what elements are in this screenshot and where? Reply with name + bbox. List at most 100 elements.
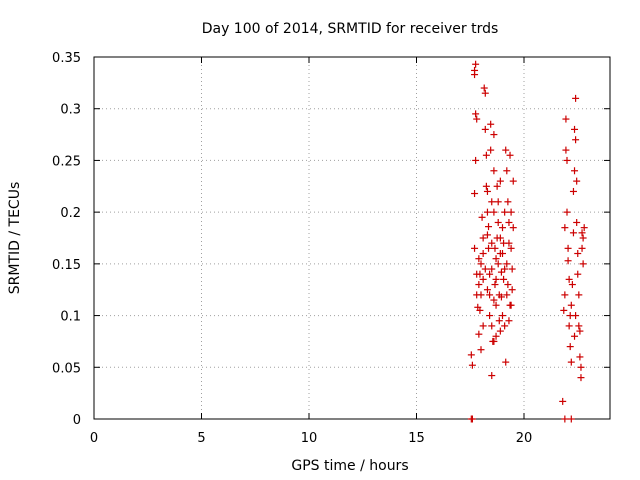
scatter-point (499, 224, 506, 232)
scatter-point (561, 415, 569, 423)
scatter-point (477, 291, 485, 299)
scatter-point (580, 224, 588, 232)
scatter-point (488, 372, 496, 380)
scatter-point (577, 363, 585, 371)
y-tick-label: 0.3 (60, 103, 81, 118)
y-tick-label: 0.25 (52, 154, 81, 169)
scatter-point (563, 156, 571, 164)
scatter-point (492, 301, 500, 309)
scatter-point (571, 125, 579, 133)
scatter-point (559, 397, 567, 405)
scatter-point (488, 239, 496, 247)
scatter-point (486, 270, 494, 278)
scatter-point (496, 234, 504, 242)
scatter-point (491, 281, 499, 289)
scatter-point (503, 260, 511, 268)
scatter-point (571, 332, 579, 340)
scatter-point (475, 330, 483, 338)
scatter-point (566, 343, 574, 351)
scatter-point (490, 131, 498, 139)
scatter-point (569, 187, 577, 195)
scatter-point (468, 361, 476, 369)
scatter-point (565, 275, 573, 283)
scatter-point (572, 312, 580, 320)
scatter-point (479, 322, 487, 330)
scatter-point (497, 293, 505, 301)
scatter-point (579, 260, 587, 268)
scatter-point (509, 224, 517, 232)
scatter-point (560, 306, 568, 314)
scatter-point (567, 301, 575, 309)
scatter-point (487, 146, 495, 154)
scatter-point (495, 317, 503, 325)
scatter-point (472, 110, 480, 118)
scatter-point (501, 208, 509, 216)
scatter-point (509, 177, 517, 185)
scatter-point (475, 255, 483, 263)
scatter-point (507, 244, 515, 252)
scatter-point (506, 151, 514, 159)
scatter-point (569, 229, 577, 237)
chart-title: Day 100 of 2014, SRMTID for receiver trd… (202, 21, 499, 37)
scatter-point (573, 218, 581, 226)
scatter-point (562, 146, 570, 154)
scatter-point (507, 301, 515, 309)
scatter-point (472, 156, 480, 164)
scatter-point (505, 239, 513, 247)
scatter-point (575, 322, 583, 330)
scatter-point (564, 257, 572, 265)
scatter-point (482, 182, 490, 190)
scatter-point (477, 260, 485, 268)
scatter-point (490, 208, 498, 216)
scatter-point (480, 84, 488, 92)
y-tick-label: 0.05 (52, 361, 81, 376)
grid (94, 57, 610, 419)
scatter-point (578, 244, 586, 252)
scatter-point (507, 208, 515, 216)
x-axis-title: GPS time / hours (291, 458, 408, 474)
scatter-point (579, 234, 587, 242)
scatter-point (490, 337, 498, 345)
scatter-point (481, 89, 489, 97)
scatter-point (568, 281, 576, 289)
scatter-point (563, 208, 571, 216)
scatter-point (561, 224, 569, 232)
scatter-point (483, 208, 491, 216)
scatter-point (492, 255, 500, 263)
scatter-point (502, 146, 510, 154)
scatter-point (501, 322, 509, 330)
scatter-point (494, 198, 502, 206)
scatter-point (561, 291, 569, 299)
x-tick-label: 5 (197, 431, 205, 446)
scatter-point (500, 275, 508, 283)
scatter-point (496, 177, 504, 185)
x-tick-label: 0 (90, 431, 98, 446)
axis-ticks: 0 5 10 15 20 0 0.05 0.1 0.15 0.2 0.25 0.3 0.35 (52, 51, 610, 446)
scatter-point (494, 218, 502, 226)
scatter-point (479, 250, 487, 258)
scatter-point (478, 213, 486, 221)
scatter-point (485, 244, 493, 252)
scatter-point (482, 151, 490, 159)
scatter-point (576, 327, 584, 335)
scatter-point (504, 198, 512, 206)
scatter-point (508, 286, 516, 294)
scatter-point (490, 167, 498, 175)
scatter-point (573, 177, 581, 185)
scatter-point (487, 120, 495, 128)
scatter-point (503, 167, 511, 175)
scatter-point (468, 415, 476, 423)
scatter-point (499, 250, 506, 258)
scatter-point (481, 265, 489, 273)
scatter-point (508, 265, 516, 273)
scatter-point (577, 374, 585, 382)
scatter-point (565, 322, 573, 330)
y-tick-label: 0.15 (52, 258, 81, 273)
scatter-point (483, 231, 491, 239)
scatter-point (471, 66, 479, 74)
scatter-point (488, 265, 496, 273)
scatter-point (572, 136, 580, 144)
scatter-point (472, 60, 480, 68)
scatter-point (493, 182, 501, 190)
